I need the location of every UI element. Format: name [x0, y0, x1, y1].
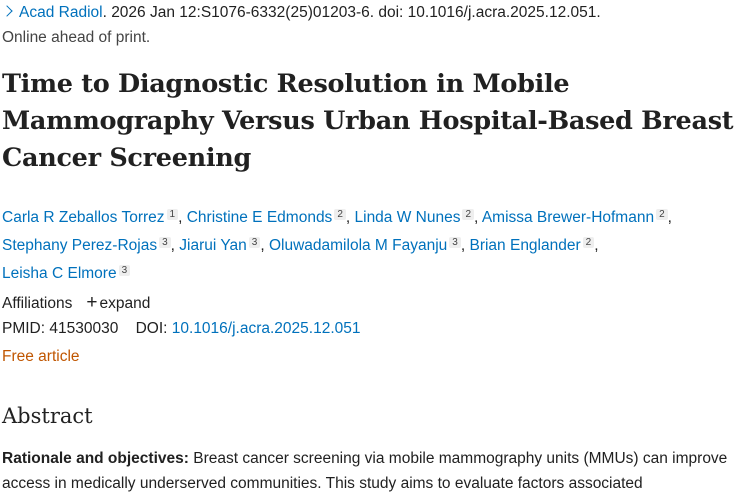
authors-list: Carla R Zeballos Torrez 1, Christine E Ed… — [2, 209, 672, 282]
pmid-value: 41530030 — [49, 320, 119, 337]
affiliation-number[interactable]: 3 — [449, 237, 461, 248]
affiliation-number[interactable]: 2 — [582, 237, 595, 248]
author-link[interactable]: Oluwadamilola M Fayanju — [268, 237, 448, 254]
author-link[interactable]: Leisha C Elmore — [2, 265, 117, 282]
chevron-right-icon — [1, 5, 13, 17]
journal-link[interactable]: Acad Radiol — [19, 4, 103, 21]
author-link[interactable]: Linda W Nunes — [354, 209, 461, 226]
abstract-body: Breast cancer screening via mobile mammo… — [2, 450, 728, 492]
abstract-text: Rationale and objectives: Breast cancer … — [2, 447, 747, 496]
abstract-heading: Abstract — [2, 404, 93, 428]
affiliation-number[interactable]: 3 — [159, 237, 171, 248]
pmid-label: PMID: — [2, 320, 46, 337]
abstract-section-label: Rationale and objectives: — [2, 450, 189, 467]
doi-link[interactable]: 10.1016/j.acra.2025.12.051 — [171, 320, 361, 337]
affiliation-number[interactable]: 3 — [118, 265, 131, 276]
affiliation-number[interactable]: 1 — [166, 209, 179, 220]
article-title: Time to Diagnostic Resolution in Mobile … — [2, 69, 734, 173]
affiliation-number[interactable]: 3 — [248, 237, 261, 248]
citation-details: . 2026 Jan 12:S1076-6332(25)01203-6. doi… — [102, 4, 601, 21]
affiliation-number[interactable]: 2 — [334, 209, 346, 220]
affiliations-label: Affiliations — [2, 295, 73, 312]
plus-icon: + — [86, 292, 98, 313]
identifiers: PMID: 41530030 DOI: 10.1016/j.acra.2025.… — [2, 320, 361, 338]
affiliation-number[interactable]: 2 — [462, 209, 475, 220]
affiliations-expand-button[interactable]: + expand — [72, 292, 151, 313]
author-link[interactable]: Christine E Edmonds — [186, 209, 333, 226]
affiliations: Affiliations + expand — [2, 292, 150, 314]
author-link[interactable]: Jiarui Yan — [179, 237, 247, 254]
doi-label: DOI: — [135, 320, 168, 337]
expand-label: expand — [99, 295, 151, 312]
author-link[interactable]: Carla R Zeballos Torrez — [2, 209, 165, 226]
author-link[interactable]: Brian Englander — [469, 237, 581, 254]
citation-line: Acad Radiol. 2026 Jan 12:S1076-6332(25)0… — [1, 4, 601, 22]
author-link[interactable]: Stephany Perez-Rojas — [2, 237, 158, 254]
publication-status: Online ahead of print. — [2, 29, 151, 46]
affiliation-number[interactable]: 2 — [656, 209, 668, 220]
author-link[interactable]: Amissa Brewer-Hofmann — [481, 209, 655, 226]
free-article-badge: Free article — [2, 348, 80, 365]
